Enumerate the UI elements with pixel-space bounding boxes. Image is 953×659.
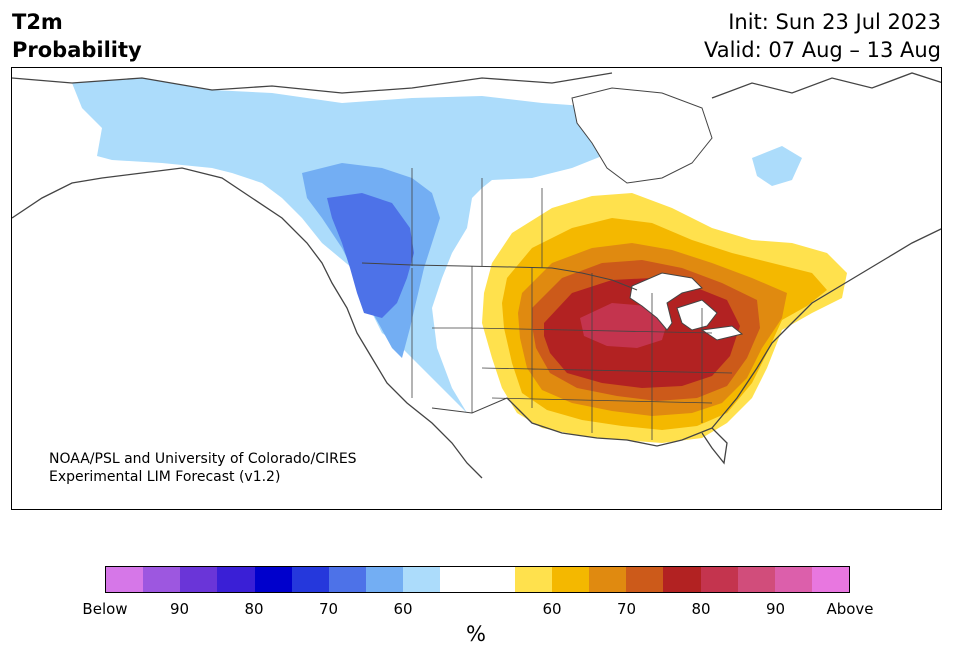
great-lakes [629, 272, 744, 341]
colorbar-segment [626, 567, 664, 592]
valid-range: Valid: 07 Aug – 13 Aug [703, 38, 941, 62]
colorbar-segment [477, 567, 515, 592]
us-canada-border [361, 262, 638, 291]
coastline-east [711, 228, 941, 429]
probability-map [12, 72, 941, 479]
colorbar-tick-label: 90 [169, 600, 190, 618]
coastline-gulf [506, 397, 728, 465]
colorbar-segment [143, 567, 181, 592]
colorbar-tick-label: 90 [765, 600, 786, 618]
cold-70-region [327, 193, 414, 318]
colorbar-segment [106, 567, 144, 592]
credit-line2: Experimental LIM Forecast (v1.2) [49, 469, 281, 485]
title-type: Probability [12, 38, 142, 62]
colorbar-tick-label: 70 [616, 600, 637, 618]
colorbar-tick-label: 70 [318, 600, 339, 618]
colorbar [105, 566, 850, 593]
state-borders [411, 168, 733, 440]
hudson-bay [571, 87, 713, 184]
coastline-north [12, 72, 941, 99]
colorbar-tick-label: 80 [691, 600, 711, 618]
colorbar-tick-label: 60 [542, 600, 562, 618]
colorbar-tick-label: 60 [393, 600, 413, 618]
credit-text: NOAA/PSL and University of Colorado/CIRE… [49, 450, 357, 486]
init-date: Init: Sun 23 Jul 2023 [728, 10, 941, 34]
colorbar-segment [811, 567, 850, 592]
colorbar-segment [551, 567, 590, 592]
colorbar-segment [217, 567, 255, 592]
colorbar-segment [700, 567, 738, 592]
colorbar-segment [366, 567, 404, 592]
colorbar-segment [737, 567, 775, 592]
chart-title: T2m Probability [12, 8, 142, 64]
colorbar-segment [328, 567, 367, 592]
colorbar-segment [589, 567, 627, 592]
cold-60-east [752, 146, 802, 186]
colorbar-segment [254, 567, 292, 592]
colorbar-segment [514, 567, 552, 592]
mexico-border [431, 397, 533, 424]
colorbar-segment [180, 567, 218, 592]
credit-line1: NOAA/PSL and University of Colorado/CIRE… [49, 451, 357, 467]
colorbar-unit: % [466, 622, 486, 646]
colorbar-segment [440, 567, 478, 592]
coastline-west [12, 167, 483, 479]
colorbar-tick-label: Above [826, 600, 874, 618]
colorbar-segment [663, 567, 701, 592]
colorbar-tick-label: Below [82, 600, 128, 618]
colorbar-segment [403, 567, 441, 592]
colorbar-segment [291, 567, 329, 592]
forecast-dates: Init: Sun 23 Jul 2023 Valid: 07 Aug – 13… [704, 8, 941, 64]
colorbar-tick-label: 80 [244, 600, 264, 618]
colorbar-segment [774, 567, 812, 592]
map-panel [11, 67, 942, 510]
title-variable: T2m [12, 10, 63, 34]
warm-85-region [580, 303, 667, 348]
